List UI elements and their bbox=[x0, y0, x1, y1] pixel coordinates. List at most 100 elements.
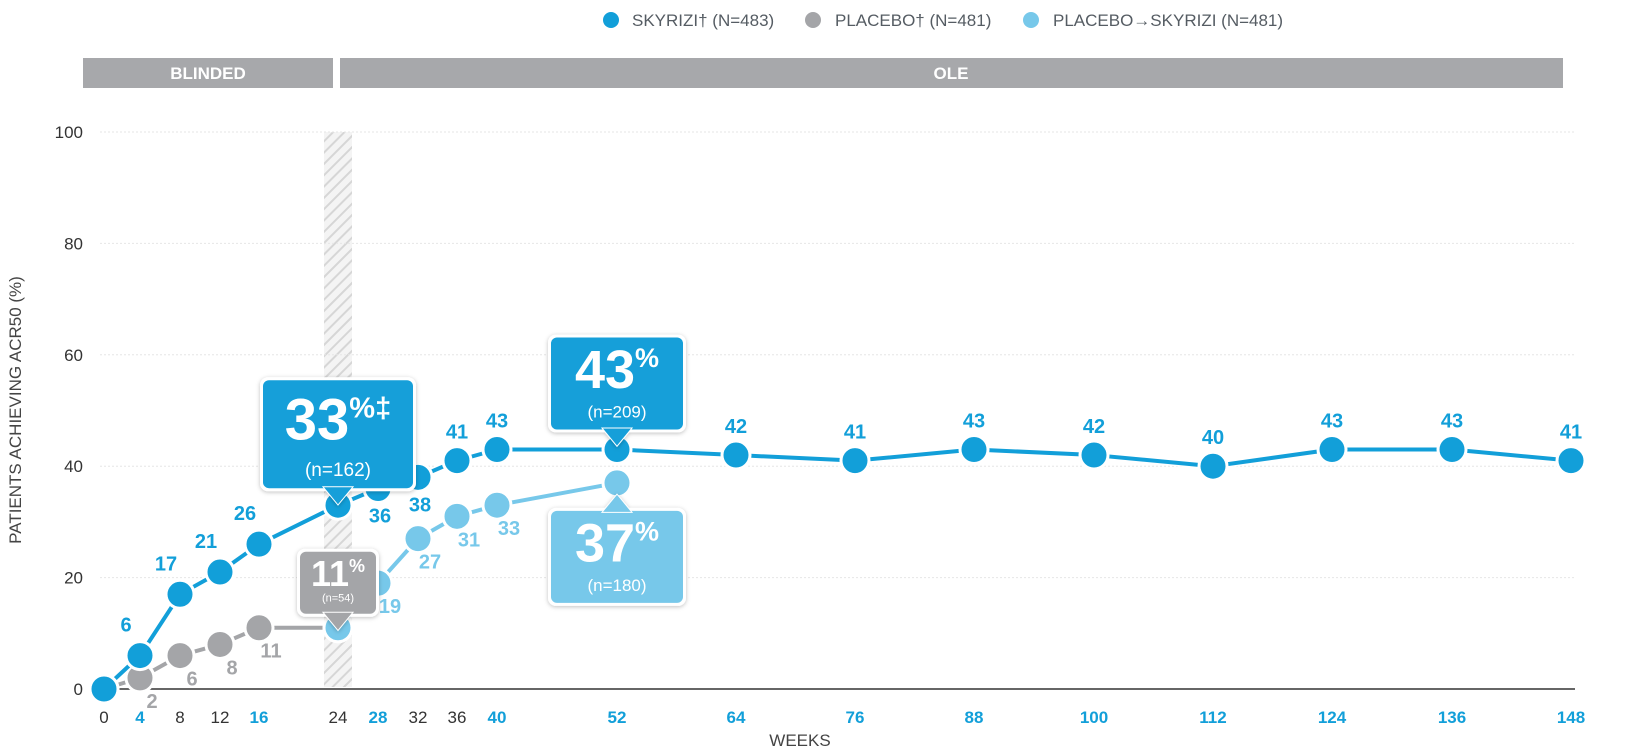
data-label-placebo-week-16: 11 bbox=[260, 641, 281, 663]
data-label-skyrizi-week-16: 26 bbox=[234, 503, 256, 525]
data-point-skyrizi-week-124 bbox=[1316, 433, 1348, 465]
data-point-skyrizi-week-4 bbox=[124, 640, 156, 672]
data-point-placebo-week-12 bbox=[204, 628, 236, 660]
callout-n-count: (n=209) bbox=[587, 402, 646, 421]
x-tick-label-8: 8 bbox=[175, 708, 184, 727]
y-tick-label-60: 60 bbox=[64, 346, 83, 365]
data-point-skyrizi-week-0 bbox=[88, 673, 120, 705]
x-tick-label-136: 136 bbox=[1438, 708, 1466, 727]
x-tick-label-40: 40 bbox=[488, 708, 507, 727]
phase-label-blinded: BLINDED bbox=[170, 64, 246, 83]
data-point-skyrizi-week-8 bbox=[164, 578, 196, 610]
y-tick-label-80: 80 bbox=[64, 234, 83, 253]
legend-item-placebo: PLACEBO† (N=481) bbox=[805, 11, 991, 30]
phase-bars: BLINDED OLE bbox=[83, 58, 1563, 88]
callout-placebo-week-24: 11%(n=54) bbox=[297, 548, 379, 632]
data-point-skyrizi-week-36 bbox=[441, 445, 473, 477]
y-axis: 0 20 40 60 80 100 bbox=[55, 123, 83, 699]
series-skyrizi: 6 17 21 26 36 38 41 43 42 41 43 42 40 43 43 41 bbox=[88, 410, 1587, 705]
legend-label-placebo-to-skyrizi: PLACEBO→SKYRIZI (N=481) bbox=[1053, 11, 1283, 30]
x-tick-label-88: 88 bbox=[965, 708, 984, 727]
data-label-placebo-week-4: 2 bbox=[146, 691, 157, 713]
callout-n-count: (n=54) bbox=[322, 593, 354, 605]
callout-pointer-fill bbox=[603, 428, 631, 446]
x-axis: 0 4 8 12 16 24 28 32 36 40 52 64 76 88 100 112 124 136 148 bbox=[99, 688, 1585, 727]
callout-box bbox=[300, 551, 376, 614]
x-tick-label-64: 64 bbox=[727, 708, 746, 727]
data-label-skyrizi-week-124: 43 bbox=[1321, 410, 1343, 432]
legend-marker-placebo bbox=[805, 12, 821, 28]
callout-box bbox=[551, 337, 683, 430]
callout-placebo-to-skyrizi-week-52: 37% (n=180) bbox=[548, 493, 686, 606]
data-point-placebo-to-skyrizi-week-32 bbox=[402, 523, 434, 555]
legend-marker-skyrizi bbox=[603, 12, 619, 28]
phase-bar-ole bbox=[340, 58, 1563, 88]
legend-item-placebo-to-skyrizi: PLACEBO→SKYRIZI (N=481) bbox=[1023, 11, 1283, 30]
data-point-skyrizi-week-64 bbox=[720, 439, 752, 471]
data-label-skyrizi-week-28: 36 bbox=[369, 505, 391, 527]
x-tick-label-28: 28 bbox=[369, 708, 388, 727]
callouts: 33%‡ (n=162) 11%(n=54) 43% (n=209) 37% (n=180) bbox=[260, 334, 686, 632]
data-point-placebo-week-8 bbox=[164, 640, 196, 672]
data-label-placebo-week-12: 8 bbox=[226, 657, 237, 679]
data-label-skyrizi-week-112: 40 bbox=[1202, 427, 1224, 449]
x-tick-label-112: 112 bbox=[1199, 708, 1226, 727]
callout-skyrizi-week-52: 43% (n=209) bbox=[548, 334, 686, 448]
data-point-skyrizi-week-100 bbox=[1078, 439, 1110, 471]
legend-marker-placebo-to-skyrizi bbox=[1023, 12, 1039, 28]
data-label-skyrizi-week-40: 43 bbox=[486, 410, 508, 432]
data-point-skyrizi-week-88 bbox=[958, 433, 990, 465]
data-label-skyrizi-week-136: 43 bbox=[1441, 410, 1463, 432]
x-tick-label-148: 148 bbox=[1557, 708, 1585, 727]
y-tick-label-40: 40 bbox=[64, 457, 83, 476]
data-label-skyrizi-week-12: 21 bbox=[195, 531, 217, 553]
data-point-skyrizi-week-112 bbox=[1197, 450, 1229, 482]
legend-label-skyrizi: SKYRIZI† (N=483) bbox=[632, 11, 774, 30]
data-point-skyrizi-week-76 bbox=[839, 445, 871, 477]
data-label-skyrizi-week-88: 43 bbox=[963, 410, 985, 432]
x-tick-label-12: 12 bbox=[211, 708, 230, 727]
data-label-placebo-to-skyrizi-week-28: 19 bbox=[379, 596, 401, 618]
x-tick-label-52: 52 bbox=[608, 708, 627, 727]
data-point-placebo-to-skyrizi-week-52 bbox=[601, 467, 633, 499]
data-label-placebo-to-skyrizi-week-32: 27 bbox=[419, 552, 441, 574]
legend-label-placebo: PLACEBO† (N=481) bbox=[835, 11, 991, 30]
callout-skyrizi-week-24: 33%‡ (n=162) bbox=[260, 377, 416, 506]
y-tick-label-20: 20 bbox=[64, 569, 83, 588]
x-tick-label-100: 100 bbox=[1080, 708, 1108, 727]
x-axis-title: WEEKS bbox=[769, 731, 830, 749]
phase-bar-blinded bbox=[83, 58, 333, 88]
data-point-skyrizi-week-40 bbox=[481, 433, 513, 465]
data-label-placebo-to-skyrizi-week-40: 33 bbox=[498, 518, 520, 540]
x-tick-label-32: 32 bbox=[409, 708, 428, 727]
data-label-skyrizi-week-76: 41 bbox=[844, 422, 866, 444]
data-label-skyrizi-week-36: 41 bbox=[446, 422, 468, 444]
callout-box bbox=[263, 380, 413, 489]
callout-value: 33%‡ bbox=[285, 388, 391, 453]
data-point-placebo-to-skyrizi-week-36 bbox=[441, 500, 473, 532]
data-point-skyrizi-week-148 bbox=[1555, 445, 1587, 477]
y-tick-label-100: 100 bbox=[55, 123, 83, 142]
callout-value: 37% bbox=[575, 514, 659, 574]
data-point-placebo-week-16 bbox=[243, 612, 275, 644]
data-point-skyrizi-week-136 bbox=[1436, 433, 1468, 465]
x-tick-label-4: 4 bbox=[135, 708, 145, 727]
data-label-placebo-to-skyrizi-week-36: 31 bbox=[458, 529, 480, 551]
callout-pointer-fill bbox=[603, 494, 631, 512]
data-label-skyrizi-week-148: 41 bbox=[1560, 422, 1582, 444]
callout-value: 11% bbox=[311, 553, 365, 594]
data-label-skyrizi-week-32: 38 bbox=[409, 494, 431, 516]
data-point-skyrizi-week-16 bbox=[243, 528, 275, 560]
x-tick-label-0: 0 bbox=[99, 708, 108, 727]
callout-value: 43% bbox=[575, 340, 659, 400]
callout-n-count: (n=180) bbox=[587, 576, 646, 595]
callout-pointer-fill bbox=[324, 487, 352, 505]
x-tick-label-24: 24 bbox=[329, 708, 348, 727]
y-axis-title: PATIENTS ACHIEVING ACR50 (%) bbox=[6, 276, 25, 544]
data-label-placebo-week-8: 6 bbox=[186, 669, 197, 691]
x-tick-label-36: 36 bbox=[448, 708, 467, 727]
legend: SKYRIZI† (N=483) PLACEBO† (N=481) PLACEB… bbox=[603, 11, 1283, 30]
data-point-skyrizi-week-12 bbox=[204, 556, 236, 588]
data-point-placebo-to-skyrizi-week-40 bbox=[481, 489, 513, 521]
